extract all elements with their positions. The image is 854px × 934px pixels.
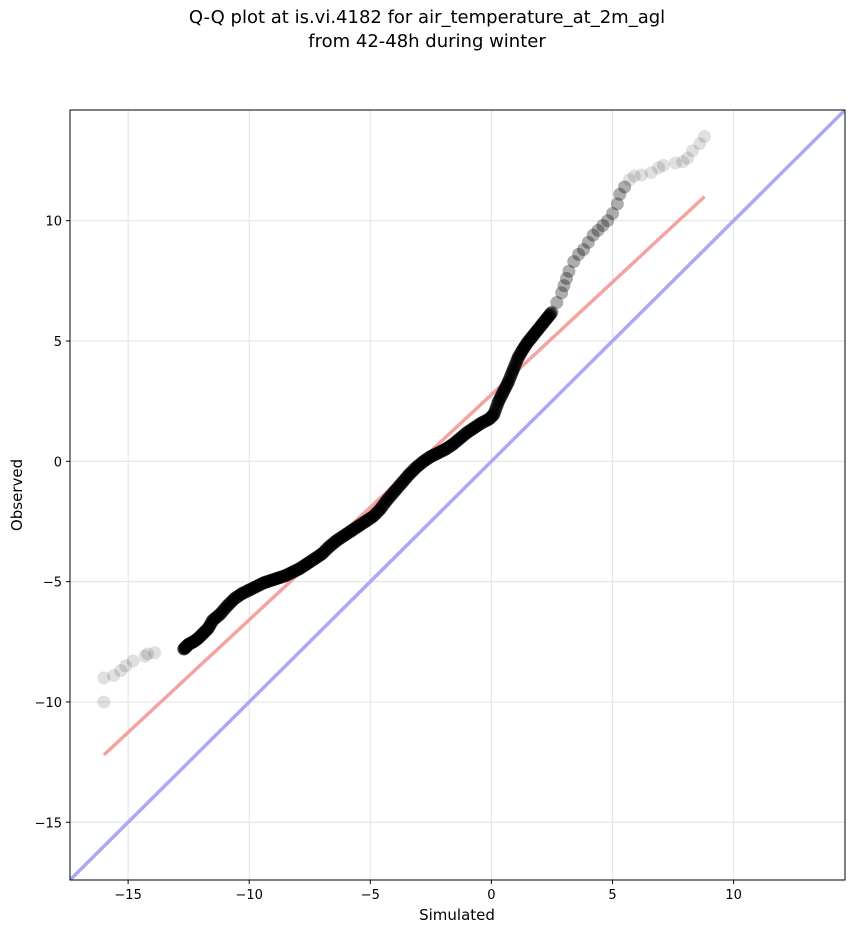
x-axis-label: Simulated: [419, 906, 495, 924]
quantile-point: [555, 286, 569, 300]
quantile-point-dense: [543, 307, 557, 321]
quantile-point: [501, 375, 515, 389]
quantile-point: [635, 168, 649, 182]
quantile-point: [395, 476, 409, 490]
quantile-point: [591, 223, 605, 237]
quantile-point: [644, 166, 658, 180]
quantile-point: [627, 169, 641, 183]
identity-line: [70, 110, 845, 880]
quantile-point: [492, 394, 506, 408]
quantile-point: [559, 271, 573, 285]
chart-title-line2: from 42-48h during winter: [308, 31, 546, 52]
x-tick-label: 10: [725, 888, 742, 903]
y-tick-label: 5: [54, 335, 62, 350]
quantile-point: [567, 255, 581, 269]
quantile-point: [581, 235, 595, 249]
quantile-point: [141, 647, 154, 661]
quantile-point: [576, 243, 590, 257]
y-tick-label: 0: [54, 455, 62, 470]
quantile-point-dense: [541, 310, 555, 324]
quantile-point: [97, 695, 111, 709]
quantile-point: [681, 151, 695, 165]
plot-frame: [69, 109, 846, 881]
quantile-point-dense: [488, 405, 502, 419]
quantile-point: [545, 305, 559, 319]
quantile-point: [138, 649, 152, 663]
y-tick-label: −15: [35, 816, 62, 831]
quantile-point: [606, 206, 619, 220]
quantile-point: [698, 129, 712, 143]
y-tick-label: −5: [43, 576, 62, 591]
quantile-point: [148, 646, 162, 660]
quantile-point-dense: [542, 309, 556, 323]
quantile-point: [557, 279, 571, 293]
quantile-point-dense: [502, 373, 516, 387]
y-tick-label: 10: [45, 215, 62, 230]
quantile-point: [572, 247, 586, 261]
axis-ticks: −15 −10 −5 0 5 10 −15 −10 −5 0 5 10: [35, 215, 742, 903]
quantile-point: [586, 228, 600, 242]
quantile-point: [506, 363, 520, 377]
quantile-point: [668, 156, 682, 170]
quantile-point-dense: [507, 361, 521, 375]
quantile-point: [119, 659, 133, 673]
quantile-point: [618, 180, 632, 194]
quantile-point: [550, 296, 564, 309]
quantile-point-dense: [543, 308, 557, 322]
quantile-point: [540, 311, 554, 325]
quantile-point: [656, 158, 670, 172]
quantile-point: [487, 407, 501, 421]
quantile-point: [693, 137, 707, 151]
quantile-points: [97, 129, 712, 709]
x-tick-label: −15: [114, 888, 141, 903]
y-tick-label: −10: [35, 696, 62, 711]
quantile-point: [652, 161, 666, 175]
quantile-point: [107, 668, 121, 682]
quantile-point-dense: [544, 306, 558, 320]
quantile-point: [373, 502, 387, 516]
quantile-point: [622, 173, 636, 187]
quantile-point: [97, 671, 111, 685]
quantile-point: [388, 484, 402, 498]
quantile-point: [610, 197, 624, 211]
chart-title-line1: Q-Q plot at is.vi.4182 for air_temperatu…: [188, 7, 666, 28]
quantile-point: [685, 144, 699, 158]
quantile-point: [596, 219, 610, 232]
x-tick-label: 5: [608, 888, 616, 903]
quantile-point: [114, 664, 128, 678]
quantile-point: [676, 155, 690, 169]
x-tick-label: 0: [487, 888, 495, 903]
quantile-point: [613, 187, 627, 201]
x-tick-label: −5: [361, 888, 380, 903]
grid: [70, 110, 845, 880]
reference-lines: [70, 110, 845, 880]
quantile-point: [126, 654, 140, 668]
quantile-point: [562, 264, 576, 278]
quantile-point: [601, 214, 615, 228]
y-axis-label: Observed: [8, 459, 26, 531]
x-tick-label: −10: [236, 888, 263, 903]
quantile-point: [213, 607, 227, 621]
quantile-point: [380, 493, 394, 507]
quantile-point: [497, 385, 511, 399]
